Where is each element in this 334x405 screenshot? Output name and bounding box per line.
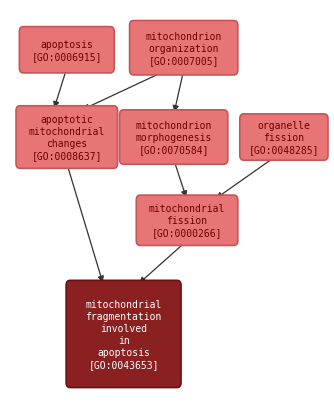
FancyBboxPatch shape — [120, 111, 228, 165]
FancyBboxPatch shape — [240, 115, 328, 161]
Text: mitochondrial
fragmentation
involved
in
apoptosis
[GO:0043653]: mitochondrial fragmentation involved in … — [86, 299, 162, 369]
Text: organelle
fission
[GO:0048285]: organelle fission [GO:0048285] — [248, 121, 319, 155]
FancyBboxPatch shape — [130, 21, 238, 76]
FancyBboxPatch shape — [19, 28, 114, 74]
FancyBboxPatch shape — [16, 107, 118, 169]
Text: apoptotic
mitochondrial
changes
[GO:0008637]: apoptotic mitochondrial changes [GO:0008… — [29, 115, 105, 161]
Text: apoptosis
[GO:0006915]: apoptosis [GO:0006915] — [31, 40, 102, 62]
Text: mitochondrion
organization
[GO:0007005]: mitochondrion organization [GO:0007005] — [146, 32, 222, 66]
FancyBboxPatch shape — [136, 196, 238, 246]
Text: mitochondrial
fission
[GO:0000266]: mitochondrial fission [GO:0000266] — [149, 204, 225, 238]
Text: mitochondrion
morphogenesis
[GO:0070584]: mitochondrion morphogenesis [GO:0070584] — [136, 121, 212, 155]
FancyBboxPatch shape — [66, 281, 181, 388]
